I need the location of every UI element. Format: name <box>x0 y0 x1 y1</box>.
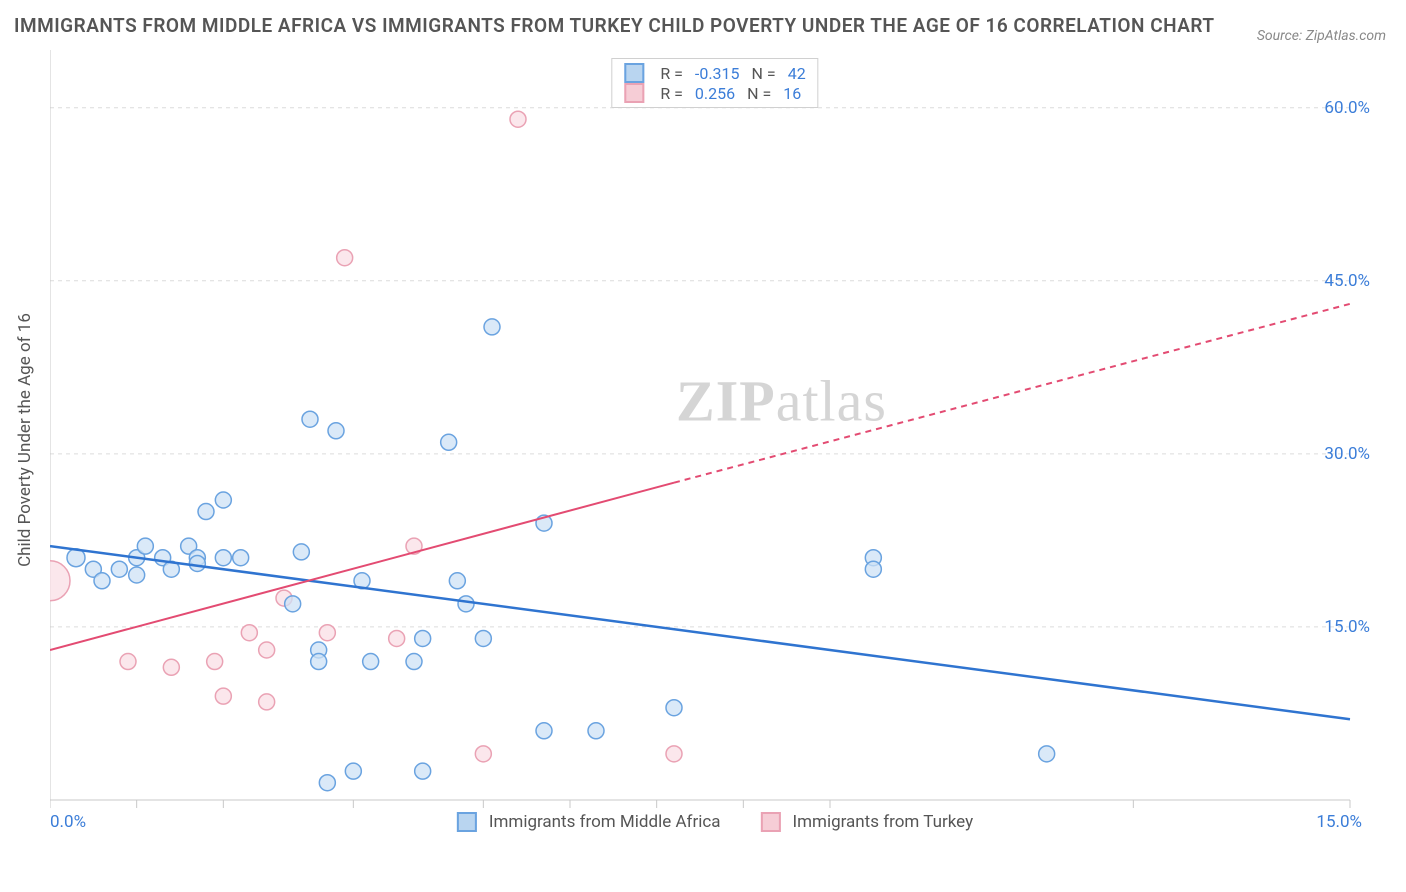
source-label: Source: <box>1257 28 1306 44</box>
chart-title: IMMIGRANTS FROM MIDDLE AFRICA VS IMMIGRA… <box>14 14 1215 37</box>
n-label: N = <box>747 84 771 103</box>
chart-area: Child Poverty Under the Age of 16 ZIPatl… <box>50 50 1380 830</box>
legend-swatch-pink <box>761 812 781 832</box>
source-attribution: Source: ZipAtlas.com <box>1257 28 1386 44</box>
n-value: 42 <box>788 64 806 83</box>
legend-row: R = 0.256 N = 16 <box>624 83 805 103</box>
source-value: ZipAtlas.com <box>1306 28 1386 44</box>
y-tick-label: 60.0% <box>1324 98 1370 118</box>
correlation-legend: R = -0.315 N = 42 R = 0.256 N = 16 <box>611 58 818 108</box>
series-legend: Immigrants from Middle Africa Immigrants… <box>457 812 973 832</box>
legend-item: Immigrants from Middle Africa <box>457 812 721 832</box>
legend-swatch-blue <box>457 812 477 832</box>
legend-label: Immigrants from Turkey <box>793 812 974 832</box>
legend-swatch-blue <box>624 63 644 83</box>
r-value: -0.315 <box>695 64 740 83</box>
y-tick-label: 45.0% <box>1324 271 1370 291</box>
y-tick-label: 15.0% <box>1324 617 1370 637</box>
y-axis-label: Child Poverty Under the Age of 16 <box>15 313 35 567</box>
x-axis-min-label: 0.0% <box>50 812 86 832</box>
scatter-plot <box>50 50 1380 830</box>
r-value: 0.256 <box>695 84 735 103</box>
legend-swatch-pink <box>624 83 644 103</box>
legend-label: Immigrants from Middle Africa <box>489 812 721 832</box>
r-label: R = <box>660 84 683 103</box>
x-axis-max-label: 15.0% <box>1316 812 1362 832</box>
y-tick-label: 30.0% <box>1324 444 1370 464</box>
n-label: N = <box>752 64 776 83</box>
n-value: 16 <box>783 84 801 103</box>
r-label: R = <box>660 64 683 83</box>
legend-row: R = -0.315 N = 42 <box>624 63 805 83</box>
legend-item: Immigrants from Turkey <box>761 812 974 832</box>
